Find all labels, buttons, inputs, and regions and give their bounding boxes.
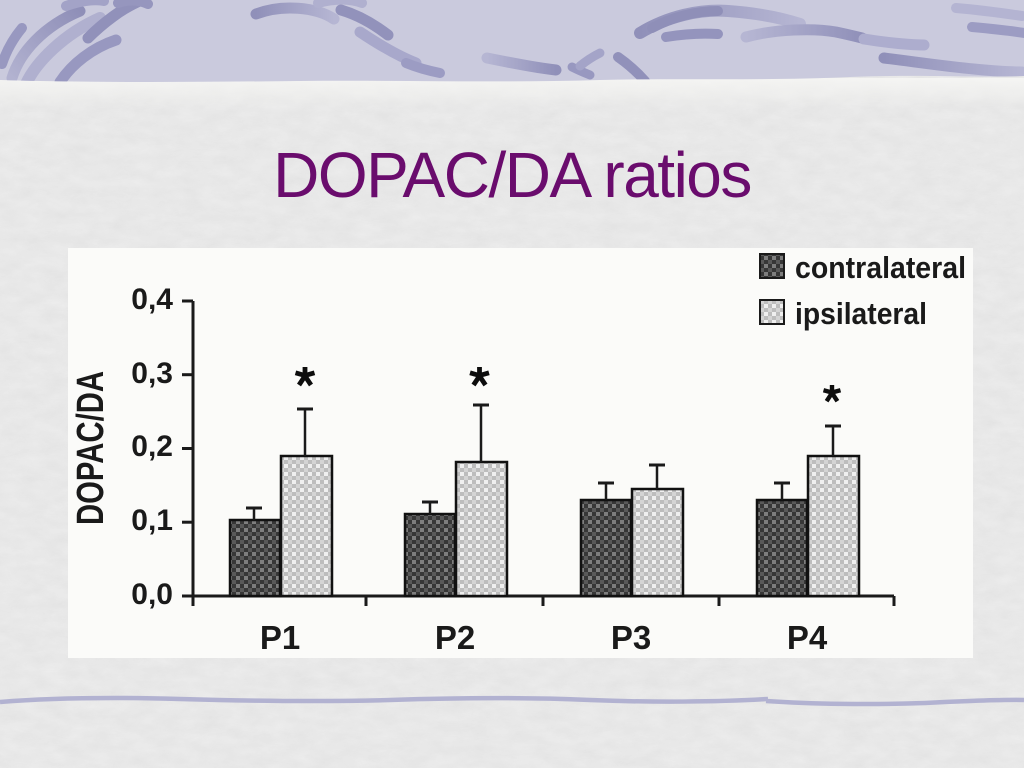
svg-text:contralateral: contralateral	[795, 250, 966, 285]
svg-text:0,1: 0,1	[131, 504, 173, 537]
svg-text:P4: P4	[787, 619, 828, 656]
svg-text:P1: P1	[260, 619, 300, 656]
svg-text:ipsilateral: ipsilateral	[795, 296, 927, 331]
svg-text:0,2: 0,2	[131, 430, 173, 463]
svg-text:0,4: 0,4	[131, 283, 173, 316]
svg-text:P3: P3	[611, 619, 651, 656]
svg-text:0,3: 0,3	[131, 357, 173, 390]
svg-text:0,0: 0,0	[131, 578, 173, 611]
svg-text:DOPAC/DA: DOPAC/DA	[70, 371, 112, 525]
svg-text:P2: P2	[435, 619, 475, 656]
